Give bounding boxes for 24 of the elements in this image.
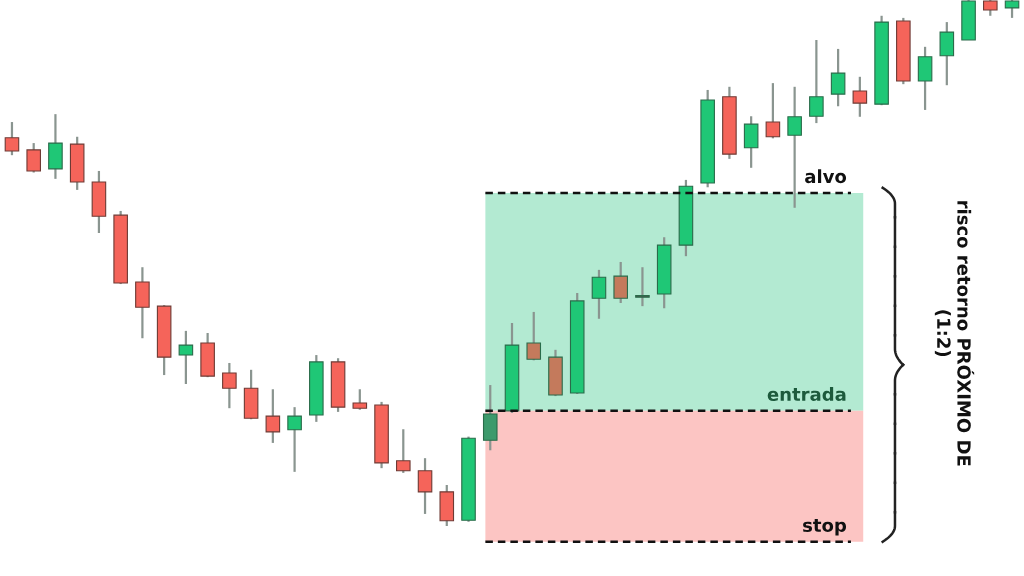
candlestick xyxy=(417,457,433,516)
candlestick xyxy=(830,47,846,108)
candlestick xyxy=(178,329,194,386)
candlestick xyxy=(809,38,824,125)
candlestick xyxy=(287,406,302,473)
candlestick xyxy=(591,268,607,320)
candlestick xyxy=(396,428,411,475)
candlestick xyxy=(352,388,368,411)
ref-line-label: entrada xyxy=(767,387,846,402)
candlestick xyxy=(613,260,628,305)
candlestick xyxy=(743,115,759,169)
ref-line-label: stop xyxy=(803,519,847,536)
candlestick xyxy=(4,120,20,157)
candlestick xyxy=(939,20,955,87)
candlestick xyxy=(787,85,802,209)
annotation: risco retorno PRÓXIMO DE (1:2) xyxy=(934,201,975,466)
candlestick xyxy=(526,310,542,362)
candlestick xyxy=(265,388,281,445)
ref-line-label: alvo xyxy=(805,169,847,184)
candlestick xyxy=(852,75,868,118)
candlestick xyxy=(26,141,41,174)
candlestick xyxy=(222,361,237,410)
candlestick xyxy=(765,82,781,140)
candlestick xyxy=(635,266,650,308)
